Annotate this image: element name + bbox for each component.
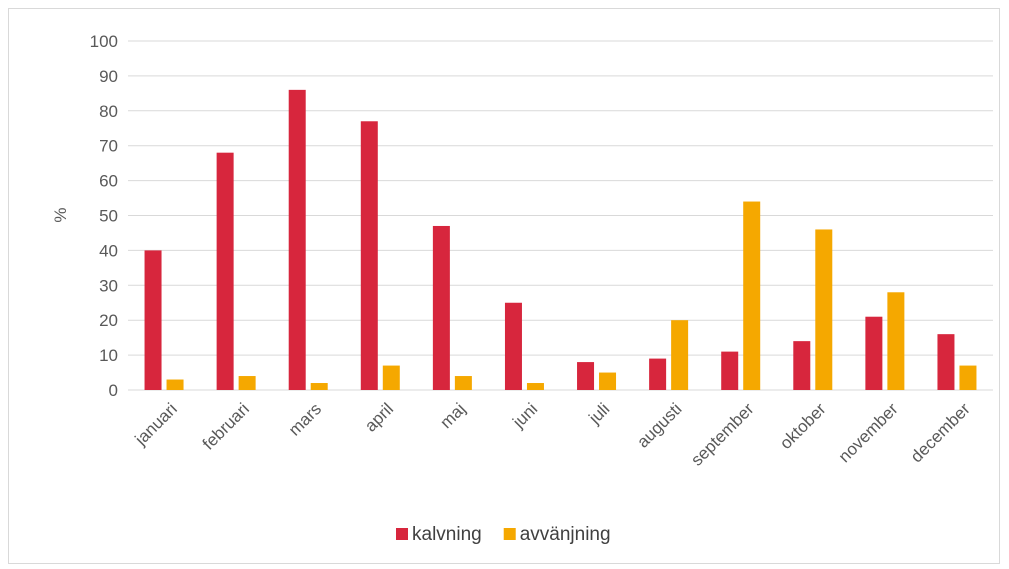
legend-swatch-avvänjning — [503, 528, 516, 540]
bar-avvänjning-februari — [238, 376, 256, 390]
bar-kalvning-augusti — [649, 358, 667, 390]
bar-kalvning-december — [937, 334, 955, 390]
x-tick-label: augusti — [633, 399, 685, 451]
y-tick-label: 50 — [99, 207, 118, 226]
bar-avvänjning-mars — [310, 383, 328, 390]
y-tick-label: 0 — [109, 381, 118, 400]
y-tick-label: 20 — [99, 311, 118, 330]
bar-kalvning-april — [360, 121, 378, 391]
x-tick-label: juli — [585, 399, 614, 428]
bar-avvänjning-september — [743, 201, 761, 390]
bar-kalvning-juni — [504, 302, 522, 390]
bar-avvänjning-maj — [454, 376, 472, 390]
bar-avvänjning-december — [959, 365, 977, 390]
bar-avvänjning-januari — [166, 379, 184, 390]
x-tick-label: maj — [436, 399, 469, 432]
y-axis-ticks: 0 10 20 30 40 50 60 70 80 90 100 — [90, 32, 118, 400]
x-tick-label: januari — [131, 399, 181, 449]
bar-kalvning-maj — [432, 225, 450, 390]
y-tick-label: 30 — [99, 276, 118, 295]
x-tick-label: mars — [285, 399, 325, 439]
x-tick-label: oktober — [776, 399, 830, 453]
y-tick-label: 100 — [90, 32, 118, 51]
x-axis-ticks: januari februari mars april maj juni juli augus… — [131, 399, 974, 469]
bar-avvänjning-augusti — [671, 320, 689, 390]
bars — [144, 89, 977, 391]
bar-kalvning-februari — [216, 152, 234, 390]
x-tick-label: februari — [199, 399, 253, 453]
bar-avvänjning-oktober — [815, 229, 833, 390]
x-tick-label: december — [907, 399, 974, 466]
bar-kalvning-november — [865, 316, 883, 390]
legend-label: kalvning — [412, 524, 482, 545]
chart-frame — [8, 8, 1000, 564]
y-tick-label: 80 — [99, 102, 118, 121]
y-tick-label: 70 — [99, 137, 118, 156]
bar-avvänjning-november — [887, 292, 905, 390]
y-axis-label: % — [51, 207, 70, 222]
x-tick-label: april — [361, 399, 397, 435]
bar-kalvning-januari — [144, 250, 162, 390]
x-tick-label: november — [835, 399, 902, 466]
bar-avvänjning-juni — [526, 383, 544, 390]
bar-avvänjning-april — [382, 365, 400, 390]
y-tick-label: 60 — [99, 172, 118, 191]
legend-label: avvänjning — [520, 524, 611, 545]
legend: kalvning avvänjning — [396, 524, 611, 545]
y-tick-label: 90 — [99, 67, 118, 86]
x-tick-label: september — [687, 399, 757, 469]
bar-kalvning-mars — [288, 89, 306, 391]
bar-avvänjning-juli — [599, 372, 617, 390]
legend-swatch-kalvning — [396, 528, 408, 540]
y-tick-label: 40 — [99, 241, 118, 260]
x-tick-label: juni — [508, 399, 541, 432]
bar-kalvning-september — [721, 351, 739, 390]
y-tick-label: 10 — [99, 346, 118, 365]
bar-kalvning-juli — [577, 362, 595, 390]
bar-kalvning-oktober — [793, 341, 811, 390]
gridlines — [128, 40, 993, 391]
